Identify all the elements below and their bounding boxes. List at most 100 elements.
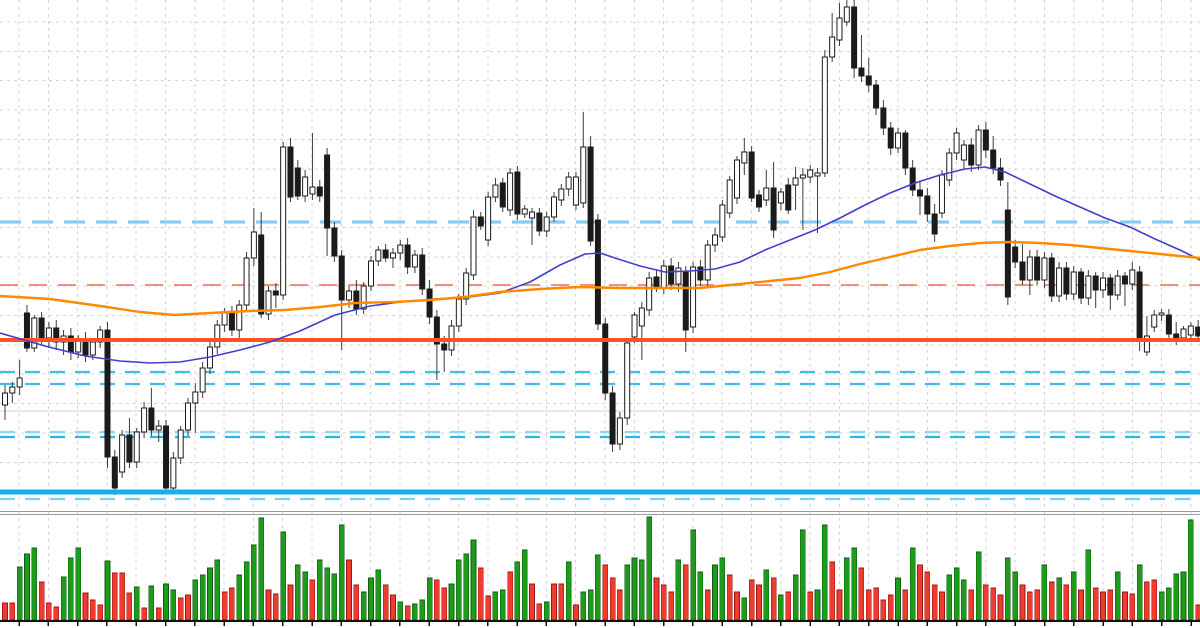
volume-bar-up	[895, 577, 901, 621]
candle-bullish	[543, 216, 550, 232]
candle-bullish	[346, 290, 353, 301]
volume-bar-down	[185, 594, 191, 621]
candle-bullish	[221, 312, 228, 326]
volume-bar-up	[587, 589, 594, 621]
candle-bearish	[1092, 275, 1099, 291]
volume-bar-up	[1158, 591, 1165, 621]
volume-bar-up	[331, 573, 338, 621]
candle-bearish	[1078, 271, 1085, 299]
volume-bar-down	[9, 602, 16, 621]
volume-bar-down	[704, 589, 711, 621]
volume-bar-up	[565, 561, 572, 621]
volume-bar-up	[1056, 577, 1062, 621]
candle-bearish	[272, 290, 279, 296]
candle-bullish	[250, 231, 257, 259]
volume-bar-down	[807, 591, 814, 621]
candle-bullish	[799, 174, 806, 179]
volume-bar-up	[843, 557, 850, 621]
candle-bullish	[807, 169, 814, 178]
volume-bar-down	[748, 579, 755, 621]
volume-bar-up	[712, 564, 718, 621]
volume-bar-up	[412, 603, 418, 621]
candle-bearish	[38, 317, 45, 339]
candle-bullish	[675, 267, 682, 285]
candle-bearish	[353, 290, 360, 310]
volume-bar-up	[368, 577, 374, 621]
candle-bearish	[163, 425, 170, 489]
volume-bar-up	[792, 574, 799, 621]
volume-bar-up	[624, 564, 631, 621]
volume-bar-down	[529, 583, 535, 621]
volume-bar-up	[294, 564, 301, 621]
candle-bearish	[382, 249, 389, 259]
candle-bullish	[133, 431, 140, 463]
volume-bar-down	[1100, 591, 1106, 621]
candle-bullish	[1085, 275, 1092, 299]
volume-bar-up	[763, 569, 770, 621]
volume-bar-down	[441, 587, 448, 621]
candle-bullish	[777, 191, 784, 204]
candle-bullish	[572, 176, 579, 206]
volume-bar-down	[887, 594, 894, 621]
candle-bearish	[997, 167, 1004, 181]
candle-bearish	[982, 129, 989, 151]
candle-bullish	[529, 211, 536, 219]
volume-bar-up	[280, 531, 286, 621]
candle-bullish	[558, 188, 565, 201]
candle-bullish	[309, 186, 316, 195]
volume-bar-up	[675, 559, 682, 621]
volume-bar-down	[1019, 584, 1026, 621]
candle-bullish	[243, 257, 250, 306]
candle-bearish	[1195, 326, 1200, 337]
volume-bar-up	[521, 549, 528, 621]
candle-bullish	[192, 391, 199, 404]
volume-bar-up	[741, 597, 748, 621]
candle-bullish	[975, 129, 982, 166]
candle-bullish	[616, 417, 623, 445]
panel-separator[interactable]	[0, 510, 1200, 516]
volume-bar-up	[104, 560, 111, 621]
volume-bar-up	[514, 561, 521, 621]
volume-bar-down	[829, 561, 835, 621]
volume-bars-series	[2, 516, 1200, 621]
volume-bar-up	[470, 539, 477, 621]
volume-bar-down	[1034, 589, 1040, 621]
volume-bar-up	[646, 516, 652, 621]
volume-bar-up	[133, 586, 140, 621]
candle-bearish	[668, 265, 675, 285]
candle-bearish	[755, 194, 762, 208]
volume-bar-up	[214, 559, 221, 621]
candle-bullish	[389, 252, 396, 259]
candle-bullish	[31, 317, 38, 349]
candle-bearish	[1107, 277, 1114, 296]
candle-bullish	[170, 457, 177, 489]
candle-bullish	[843, 6, 850, 23]
volume-bar-up	[68, 557, 74, 621]
volume-bar-down	[1078, 589, 1084, 621]
candle-bearish	[924, 195, 931, 215]
volume-bar-up	[251, 544, 257, 621]
volume-bar-down	[46, 602, 52, 621]
volume-bar-up	[1114, 571, 1121, 621]
volume-bar-down	[682, 564, 689, 621]
volume-bar-up	[199, 574, 206, 621]
ma-slow-orange-line	[0, 240, 1200, 317]
volume-bar-down	[82, 592, 89, 621]
volume-bar-down	[865, 589, 872, 621]
candle-bearish	[990, 149, 997, 169]
volume-bar-down	[1129, 593, 1136, 621]
volume-bar-down	[38, 581, 45, 621]
volume-bar-down	[609, 577, 616, 621]
candle-bullish	[646, 277, 653, 311]
volume-bar-up	[170, 589, 177, 621]
volume-bar-up	[1166, 587, 1172, 621]
volume-bar-up	[909, 547, 916, 621]
candle-bearish	[441, 343, 448, 351]
candle-bullish	[551, 196, 557, 218]
candle-bullish	[836, 17, 843, 41]
candle-bullish	[155, 425, 162, 431]
candle-bearish	[858, 67, 865, 77]
volume-bar-down	[653, 577, 660, 621]
time-axis	[0, 620, 1200, 626]
